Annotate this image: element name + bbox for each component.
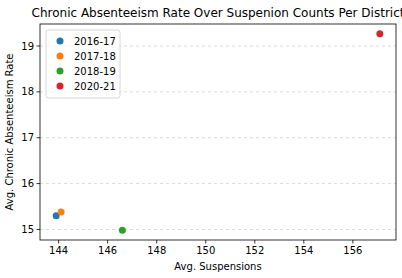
x-tick-label: 152 — [245, 245, 264, 256]
y-tick — [37, 46, 41, 47]
point — [58, 209, 65, 216]
legend-marker — [57, 68, 64, 75]
x-tick-label: 150 — [196, 245, 215, 256]
y-tick — [37, 183, 41, 184]
y-tick-label: 16 — [21, 178, 34, 189]
x-tick — [254, 240, 255, 244]
legend-label: 2016-17 — [74, 36, 116, 47]
x-tick — [205, 240, 206, 244]
x-tick — [58, 240, 59, 244]
y-tick-label: 17 — [21, 132, 34, 143]
x-axis-label: Avg. Suspensions — [174, 261, 261, 272]
legend-marker — [57, 38, 64, 45]
y-tick-label: 15 — [21, 224, 34, 235]
point — [376, 30, 383, 37]
x-tick — [156, 240, 157, 244]
points — [53, 30, 384, 234]
x-tick-label: 148 — [147, 245, 166, 256]
x-tick-label: 146 — [98, 245, 117, 256]
title: Chronic Absenteeism Rate Over Suspenion … — [32, 6, 402, 20]
x-tick — [303, 240, 304, 244]
grid-line — [40, 183, 396, 184]
legend-marker — [57, 83, 64, 90]
point — [119, 227, 126, 234]
y-tick-label: 19 — [21, 41, 34, 52]
y-tick — [37, 137, 41, 138]
x-tick-label: 156 — [343, 245, 362, 256]
legend-label: 2018-19 — [74, 66, 116, 77]
x-tick — [107, 240, 108, 244]
chart: 144 146 148 150 152 154 156 15 16 17 18 19 Avg. Susp… — [0, 0, 402, 278]
axes-frame — [40, 24, 396, 240]
x-tick — [352, 240, 353, 244]
legend-label: 2017-18 — [74, 51, 116, 62]
y-tick — [37, 229, 41, 230]
legend-label: 2020-21 — [74, 81, 116, 92]
legend-marker — [57, 53, 64, 60]
legend: 2016-17 2017-18 2018-19 2020-21 — [46, 30, 120, 98]
y-tick-label: 18 — [21, 86, 34, 97]
legend-box — [46, 30, 120, 98]
x-tick-label: 144 — [49, 245, 68, 256]
y-axis-label: Avg. Chronic Absenteeism Rate — [4, 54, 15, 211]
grid-line — [40, 137, 396, 138]
grid-line — [40, 229, 396, 230]
y-tick — [37, 91, 41, 92]
x-tick-label: 154 — [294, 245, 313, 256]
